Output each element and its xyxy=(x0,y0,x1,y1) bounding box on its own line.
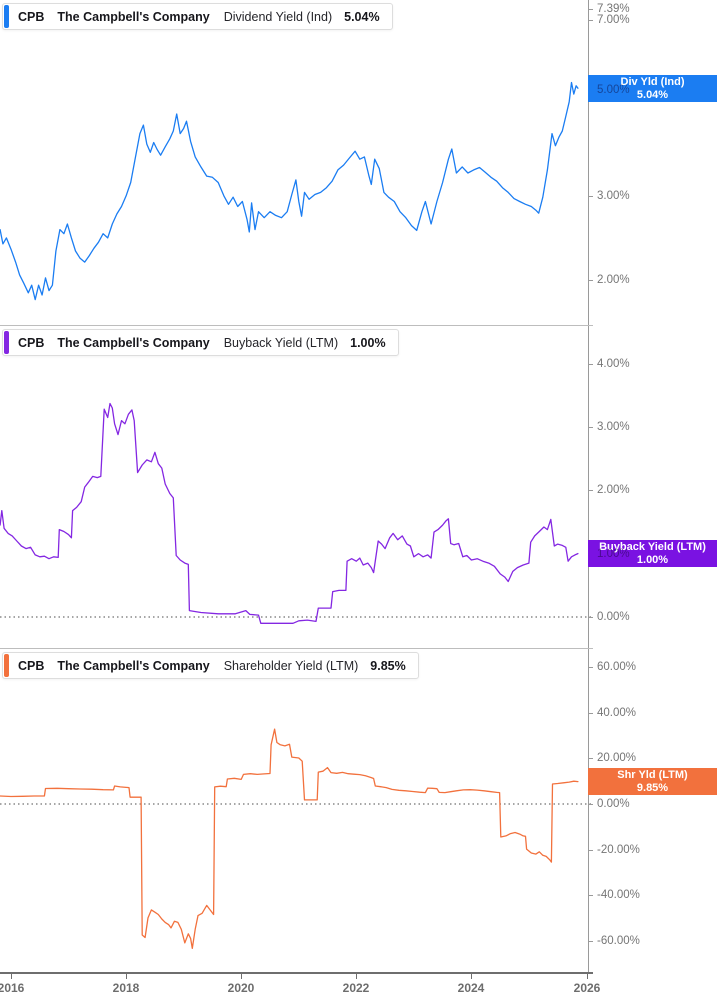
x-axis-tick-label: 2018 xyxy=(112,981,140,995)
y-axis-tick-label: -60.00% xyxy=(597,935,640,947)
series-color-bar xyxy=(4,654,9,677)
metric-value: 1.00% xyxy=(350,335,386,350)
y-axis-tick-label: 0.00% xyxy=(597,611,630,623)
x-axis-tick-label: 2020 xyxy=(227,981,255,995)
badge-value-label: 9.85% xyxy=(636,781,669,794)
y-axis-tick-label: 4.00% xyxy=(597,358,630,370)
y-axis-tick-mark xyxy=(588,9,593,10)
y-axis-tick-mark xyxy=(588,427,593,428)
y-axis-tick-mark xyxy=(588,895,593,896)
axis-badge-div-yld[interactable]: Div Yld (Ind) 5.04% xyxy=(588,75,717,102)
ticker-symbol: CPB xyxy=(18,335,45,350)
y-axis-tick-label: 5.00% xyxy=(597,84,630,96)
x-axis-tick-mark xyxy=(11,974,12,979)
y-axis-tick-label: 3.00% xyxy=(597,421,630,433)
metric-name: Dividend Yield (Ind) xyxy=(223,9,333,24)
y-axis-tick-mark xyxy=(588,364,593,365)
right-axis-line xyxy=(588,0,589,973)
y-axis-tick-mark xyxy=(588,196,593,197)
badge-metric-label: Shr Yld (LTM) xyxy=(617,769,688,781)
x-axis-line xyxy=(0,972,593,974)
x-axis-tick-mark xyxy=(126,974,127,979)
y-axis-tick-mark xyxy=(588,617,593,618)
y-axis-tick-label: 20.00% xyxy=(597,752,637,764)
ticker-symbol: CPB xyxy=(18,658,45,673)
y-axis-tick-mark xyxy=(588,667,593,668)
y-axis-tick-label: 7.00% xyxy=(597,14,630,26)
series-color-bar xyxy=(4,331,9,354)
series-header-buyback-yield[interactable]: CPB The Campbell's Company Buyback Yield… xyxy=(2,329,399,356)
y-axis-tick-label: 60.00% xyxy=(597,661,637,673)
x-axis-tick-mark xyxy=(471,974,472,979)
company-name: The Campbell's Company xyxy=(57,335,210,350)
y-axis-tick-label: 1.00% xyxy=(597,548,630,560)
x-axis-tick-mark xyxy=(356,974,357,979)
series-line-buyback-yield xyxy=(0,402,579,624)
y-axis-tick-mark xyxy=(588,490,593,491)
y-axis-tick-label: 2.00% xyxy=(597,484,630,496)
axis-badge-buyback-yield[interactable]: Buyback Yield (LTM) 1.00% xyxy=(588,540,717,567)
x-axis-tick-label: 2024 xyxy=(457,981,485,995)
y-axis-tick-mark xyxy=(588,850,593,851)
x-axis-tick-label: 2016 xyxy=(0,981,25,995)
y-axis-tick-label: 7.39% xyxy=(597,3,630,15)
series-header-shareholder-yield[interactable]: CPB The Campbell's Company Shareholder Y… xyxy=(2,652,419,679)
y-axis-tick-mark xyxy=(588,713,593,714)
y-axis-tick-mark xyxy=(588,280,593,281)
metric-value: 9.85% xyxy=(370,658,406,673)
ticker-symbol: CPB xyxy=(18,9,45,24)
y-axis-tick-label: 40.00% xyxy=(597,707,637,719)
badge-metric-label: Buyback Yield (LTM) xyxy=(599,541,706,553)
badge-value-label: 1.00% xyxy=(636,553,669,566)
metric-value: 5.04% xyxy=(344,9,380,24)
panel-separator xyxy=(0,648,593,649)
y-axis-tick-mark xyxy=(588,20,593,21)
y-axis-tick-mark xyxy=(588,758,593,759)
series-line-shareholder-yield xyxy=(0,728,579,950)
series-color-bar xyxy=(4,5,9,28)
y-axis-tick-label: -40.00% xyxy=(597,889,640,901)
y-axis-tick-label: -20.00% xyxy=(597,844,640,856)
series-header-dividend-yield[interactable]: CPB The Campbell's Company Dividend Yiel… xyxy=(2,3,393,30)
company-name: The Campbell's Company xyxy=(57,9,210,24)
y-axis-tick-label: 3.00% xyxy=(597,190,630,202)
y-axis-tick-mark xyxy=(588,941,593,942)
x-axis-tick-mark xyxy=(241,974,242,979)
x-axis-tick-label: 2026 xyxy=(573,981,601,995)
y-axis-tick-label: 0.00% xyxy=(597,798,630,810)
metric-name: Shareholder Yield (LTM) xyxy=(223,658,359,673)
badge-value-label: 5.04% xyxy=(636,88,669,101)
y-axis-tick-label: 2.00% xyxy=(597,274,630,286)
panel-separator xyxy=(0,325,593,326)
badge-metric-label: Div Yld (Ind) xyxy=(620,76,685,88)
series-line-dividend-yield xyxy=(0,81,579,301)
axis-badge-shr-yld[interactable]: Shr Yld (LTM) 9.85% xyxy=(588,768,717,795)
x-axis-tick-mark xyxy=(587,974,588,979)
company-name: The Campbell's Company xyxy=(57,658,210,673)
y-axis-tick-mark xyxy=(588,804,593,805)
x-axis-tick-label: 2022 xyxy=(342,981,370,995)
metric-name: Buyback Yield (LTM) xyxy=(223,335,339,350)
